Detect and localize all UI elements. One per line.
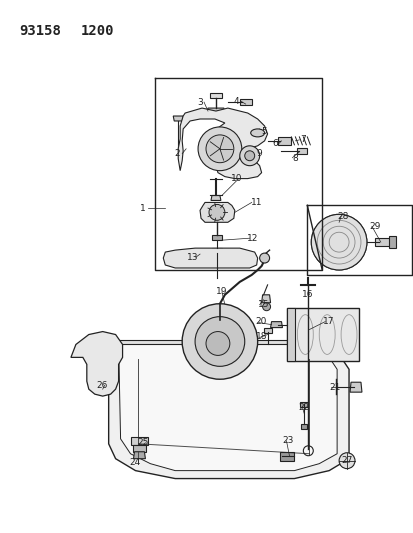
Polygon shape bbox=[239, 99, 251, 105]
Text: 19: 19 bbox=[216, 287, 227, 296]
Text: 8: 8 bbox=[292, 154, 297, 163]
Circle shape bbox=[206, 332, 229, 356]
Text: 93158: 93158 bbox=[19, 23, 61, 38]
Text: 12: 12 bbox=[247, 233, 258, 243]
Text: 5: 5 bbox=[261, 127, 267, 136]
Polygon shape bbox=[199, 203, 234, 222]
Circle shape bbox=[311, 214, 366, 270]
Text: 10: 10 bbox=[230, 174, 242, 183]
Polygon shape bbox=[163, 248, 257, 268]
Polygon shape bbox=[173, 116, 183, 121]
Text: 29: 29 bbox=[368, 222, 380, 231]
Text: 13: 13 bbox=[187, 253, 198, 262]
Circle shape bbox=[338, 453, 354, 469]
Text: 6: 6 bbox=[272, 139, 278, 148]
Text: 14: 14 bbox=[210, 337, 221, 346]
Text: 4: 4 bbox=[233, 96, 239, 106]
Polygon shape bbox=[297, 148, 306, 154]
Text: 17: 17 bbox=[323, 317, 334, 326]
Circle shape bbox=[244, 151, 254, 161]
Text: 18: 18 bbox=[255, 332, 267, 341]
Polygon shape bbox=[133, 452, 145, 459]
Text: 1200: 1200 bbox=[81, 23, 114, 38]
Circle shape bbox=[239, 146, 259, 166]
Circle shape bbox=[206, 135, 233, 163]
Text: 9: 9 bbox=[256, 149, 262, 158]
Text: 7: 7 bbox=[300, 135, 306, 144]
Circle shape bbox=[195, 317, 244, 366]
Text: 20: 20 bbox=[254, 317, 266, 326]
Circle shape bbox=[197, 127, 241, 171]
Text: 15: 15 bbox=[257, 300, 269, 309]
Ellipse shape bbox=[250, 129, 264, 137]
Text: 27: 27 bbox=[341, 456, 352, 465]
Text: 24: 24 bbox=[130, 458, 141, 467]
Circle shape bbox=[259, 253, 269, 263]
Polygon shape bbox=[178, 108, 267, 179]
Text: 28: 28 bbox=[337, 212, 348, 221]
Polygon shape bbox=[287, 308, 358, 361]
Text: 16: 16 bbox=[301, 290, 312, 300]
Polygon shape bbox=[263, 328, 271, 333]
Text: 21: 21 bbox=[329, 383, 340, 392]
Polygon shape bbox=[270, 321, 282, 328]
Text: 3: 3 bbox=[197, 98, 202, 107]
Polygon shape bbox=[132, 445, 146, 452]
Polygon shape bbox=[118, 344, 336, 471]
Polygon shape bbox=[211, 196, 221, 200]
Polygon shape bbox=[279, 452, 294, 461]
Polygon shape bbox=[261, 295, 270, 303]
Polygon shape bbox=[206, 108, 224, 113]
Polygon shape bbox=[374, 238, 390, 246]
Polygon shape bbox=[301, 424, 306, 429]
Polygon shape bbox=[211, 235, 221, 240]
Circle shape bbox=[182, 304, 257, 379]
Polygon shape bbox=[300, 402, 308, 407]
Circle shape bbox=[262, 303, 270, 311]
Polygon shape bbox=[287, 308, 295, 361]
Text: 26: 26 bbox=[96, 381, 107, 390]
Text: 25: 25 bbox=[138, 438, 149, 447]
Polygon shape bbox=[349, 382, 361, 392]
Text: 11: 11 bbox=[250, 198, 262, 207]
Circle shape bbox=[209, 205, 224, 220]
Text: 1: 1 bbox=[139, 204, 145, 213]
Text: 2: 2 bbox=[174, 149, 180, 158]
Polygon shape bbox=[211, 248, 221, 253]
Polygon shape bbox=[277, 137, 291, 145]
Text: 22: 22 bbox=[298, 402, 309, 411]
Polygon shape bbox=[108, 344, 348, 479]
Polygon shape bbox=[130, 437, 148, 445]
Polygon shape bbox=[209, 93, 221, 98]
Polygon shape bbox=[388, 236, 395, 248]
Text: 23: 23 bbox=[282, 437, 293, 446]
Polygon shape bbox=[108, 340, 338, 344]
Polygon shape bbox=[71, 332, 122, 396]
